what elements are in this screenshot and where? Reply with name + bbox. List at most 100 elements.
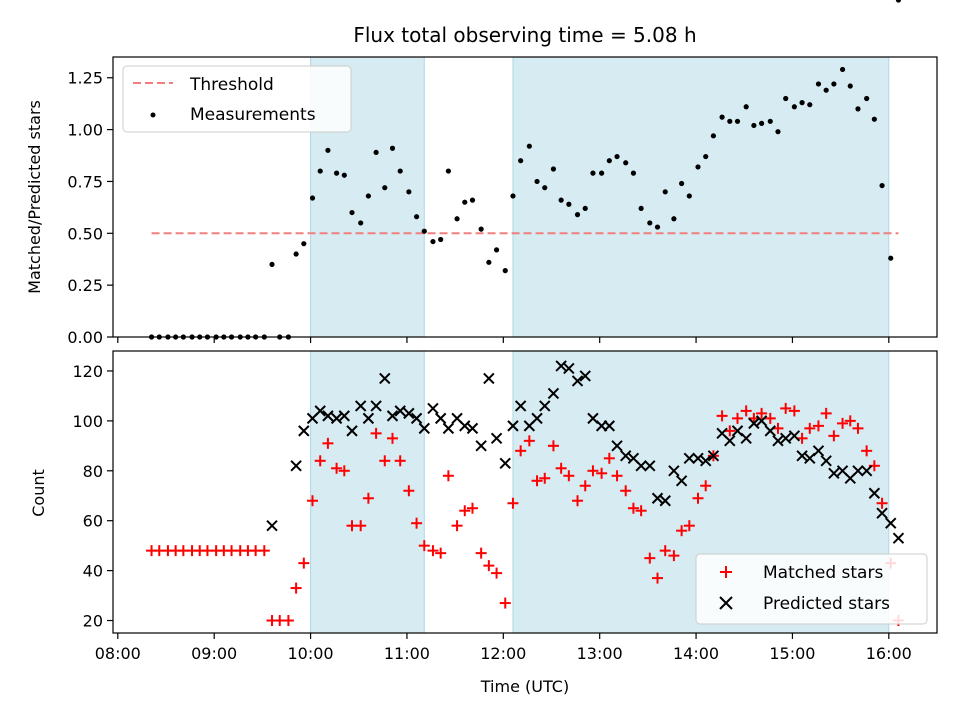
measurement-point xyxy=(293,251,299,257)
predicted-star-point xyxy=(394,405,406,417)
measurement-point xyxy=(807,102,813,108)
top-x-axis-ticks xyxy=(117,337,890,343)
measurement-point xyxy=(430,238,436,245)
predicted-star-point xyxy=(466,422,479,435)
predicted-star-point xyxy=(338,410,351,422)
measurement-point xyxy=(373,149,379,156)
x-tick-label: 15:00 xyxy=(769,644,815,663)
shaded-interval xyxy=(512,56,890,338)
matched-star-point xyxy=(788,405,800,417)
matched-star-point xyxy=(515,445,527,457)
measurement-point xyxy=(269,261,275,268)
matched-star-point xyxy=(756,407,768,419)
predicted-star-point xyxy=(828,467,840,479)
legend-predicted-swatch xyxy=(719,596,733,610)
predicted-star-point xyxy=(885,517,897,529)
matched-star-point xyxy=(483,560,495,572)
matched-star-point xyxy=(644,552,656,564)
matched-star-point xyxy=(692,492,704,504)
measurement-point xyxy=(606,158,612,164)
matched-star-point xyxy=(322,437,334,449)
legend-measurements-swatch xyxy=(150,112,156,118)
predicted-star-point xyxy=(796,450,808,462)
measurement-point xyxy=(775,129,781,135)
matched-star-point xyxy=(772,422,784,434)
legend-predicted-label: Predicted stars xyxy=(763,594,890,614)
x-axis-label: Time (UTC) xyxy=(480,677,569,696)
predicted-star-point xyxy=(290,460,302,472)
predicted-star-point xyxy=(707,450,720,462)
measurement-point xyxy=(590,170,596,176)
measurement-point xyxy=(349,209,355,216)
measurement-point xyxy=(365,193,371,199)
measurement-point xyxy=(526,143,532,149)
measurement-point xyxy=(445,168,451,174)
top-panel: 0.00 0.25 0.50 0.75 1.00 1.25 Matched/Predict… xyxy=(25,0,938,347)
legend-matched-label: Matched stars xyxy=(763,563,883,583)
predicted-star-point xyxy=(892,532,905,544)
top-y-axis-ticks: 0.00 0.25 0.50 0.75 1.00 1.25 xyxy=(67,69,113,347)
predicted-star-point xyxy=(755,415,768,427)
matched-star-point xyxy=(427,545,439,557)
matched-star-point xyxy=(362,492,374,504)
matched-star-point xyxy=(331,462,343,474)
measurement-point xyxy=(647,220,653,226)
bottom-legend-box xyxy=(695,553,928,625)
matched-star-point xyxy=(394,455,406,467)
predicted-star-point xyxy=(868,487,881,499)
matched-star-point xyxy=(370,427,382,439)
matched-star-point xyxy=(861,445,873,457)
predicted-star-point xyxy=(611,440,623,452)
measurement-point xyxy=(462,199,468,205)
predicted-star-point xyxy=(539,400,551,412)
predicted-star-point xyxy=(692,452,704,465)
matched-star-point xyxy=(563,470,575,482)
top-chart-title: Flux total observing time = 5.08 h xyxy=(353,23,696,47)
measurement-point xyxy=(438,236,444,243)
bottom-x-axis-ticks: 08:00 09:00 10:00 11:00 12:00 13:00 14:00 15:00… xyxy=(95,633,912,663)
matched-star-point xyxy=(587,465,599,477)
matched-star-point xyxy=(603,452,615,464)
y-tick-label: 60 xyxy=(83,512,103,531)
matched-star-point xyxy=(804,422,816,434)
predicted-star-point xyxy=(418,422,430,435)
measurement-point xyxy=(679,180,685,187)
y-tick-label: 0.75 xyxy=(67,172,103,191)
measurement-point xyxy=(710,133,717,139)
measurement-point xyxy=(510,193,516,199)
measurement-point xyxy=(767,118,773,124)
matched-star-point xyxy=(732,412,744,424)
matched-star-point xyxy=(282,615,294,627)
matched-star-point xyxy=(355,520,367,532)
predicted-star-point xyxy=(876,507,888,519)
measurement-point xyxy=(815,81,822,87)
measurement-point xyxy=(662,189,668,195)
predicted-star-point xyxy=(668,465,680,477)
measurement-point xyxy=(502,268,508,274)
measurement-point xyxy=(703,153,709,160)
matched-star-point xyxy=(876,497,888,509)
matched-star-point xyxy=(652,572,664,584)
matched-star-point xyxy=(499,597,511,609)
predicted-star-point xyxy=(547,387,560,400)
measurement-point xyxy=(325,147,331,153)
measurement-point xyxy=(309,195,316,201)
measurement-point xyxy=(871,116,877,122)
predicted-star-point xyxy=(820,455,832,467)
y-tick-label: 0.50 xyxy=(67,224,103,243)
measurement-point xyxy=(382,185,388,191)
predicted-star-point xyxy=(635,460,647,472)
measurement-point xyxy=(847,83,853,89)
predicted-star-point xyxy=(683,452,696,465)
matched-star-point xyxy=(507,497,519,509)
predicted-star-point xyxy=(699,455,712,467)
predicted-star-point xyxy=(346,425,358,437)
measurement-point xyxy=(421,228,427,234)
predicted-star-point xyxy=(531,412,543,425)
measurement-point xyxy=(478,226,484,232)
measurement-point xyxy=(686,193,692,199)
measurement-point xyxy=(518,158,524,164)
measurement-point xyxy=(743,104,749,110)
predicted-star-point xyxy=(764,425,776,437)
